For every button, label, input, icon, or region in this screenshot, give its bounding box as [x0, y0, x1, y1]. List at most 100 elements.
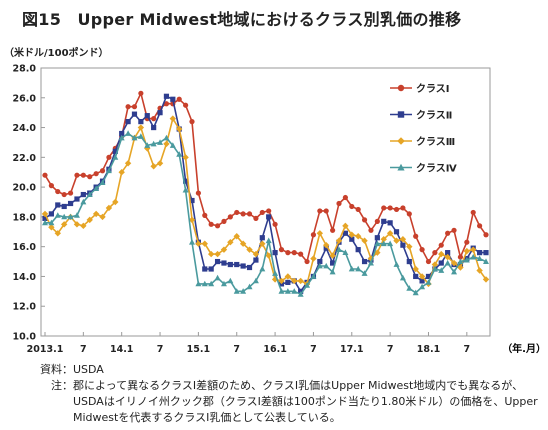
data-point: [438, 242, 444, 248]
data-point: [182, 154, 189, 161]
data-point: [86, 216, 93, 224]
data-point: [99, 168, 106, 174]
data-point: [234, 209, 240, 216]
data-point: [406, 211, 412, 217]
data-point: [418, 273, 426, 280]
data-point: [246, 264, 253, 271]
notes-block: 資料： USDA 注： 郡によって異なるクラスⅠ差額のため、クラスⅠ乳価はUpp…: [40, 362, 545, 426]
data-point: [400, 205, 406, 211]
data-point: [227, 214, 233, 220]
x-axis: 2013.1 7 14.1 7 15.1 7 16.1 7 17.1 7 18.1 7: [27, 332, 470, 355]
data-point: [413, 273, 419, 280]
x-tick-label: 14.1: [110, 344, 133, 355]
data-point: [163, 134, 170, 141]
data-point: [298, 251, 304, 257]
data-point: [221, 218, 227, 224]
data-point: [406, 243, 413, 250]
data-point: [342, 222, 349, 230]
data-point: [444, 259, 451, 266]
legend-label: クラスⅢ: [416, 136, 455, 148]
data-point: [399, 236, 407, 243]
data-point: [259, 209, 265, 216]
series-line: [44, 116, 487, 286]
data-point: [477, 223, 483, 229]
data-point: [406, 258, 412, 265]
data-point: [463, 256, 470, 263]
data-point: [86, 191, 93, 197]
data-point: [380, 236, 387, 243]
x-tick-label: 7: [387, 344, 394, 355]
data-point: [99, 213, 106, 221]
data-point: [386, 230, 394, 237]
data-point: [425, 258, 432, 265]
data-point: [316, 262, 323, 269]
data-point: [73, 221, 81, 228]
data-point: [156, 160, 164, 167]
data-point: [48, 183, 54, 189]
data-point: [374, 218, 380, 224]
data-point: [118, 169, 125, 176]
data-point: [317, 208, 323, 214]
data-point: [361, 237, 368, 244]
data-point: [380, 240, 387, 247]
data-point: [476, 255, 483, 261]
data-point: [450, 259, 458, 267]
data-point: [80, 172, 86, 178]
data-point: [188, 216, 196, 224]
data-point: [297, 291, 304, 297]
y-tick-label: 14.0: [13, 272, 37, 283]
data-point: [214, 250, 221, 258]
legend-label: クラスⅠ: [416, 83, 450, 95]
data-point: [131, 111, 138, 117]
data-point: [400, 242, 406, 248]
data-point: [381, 218, 387, 224]
data-point: [61, 203, 67, 210]
data-point: [61, 191, 67, 198]
data-point: [285, 250, 291, 256]
data-point: [67, 200, 74, 207]
data-point: [138, 119, 144, 125]
data-point: [445, 230, 451, 236]
data-point: [335, 237, 343, 244]
data-point: [80, 222, 87, 230]
data-point: [284, 288, 291, 294]
legend-label: クラスⅣ: [416, 163, 457, 175]
data-point: [208, 280, 215, 287]
data-point: [259, 265, 266, 272]
data-point: [220, 280, 227, 287]
data-point: [381, 205, 387, 211]
data-point: [163, 93, 170, 99]
data-point: [131, 134, 138, 141]
legend-label: クラスⅡ: [416, 110, 452, 122]
series-3: [41, 115, 490, 288]
x-tick-label: 2013.1: [27, 344, 64, 355]
data-point: [393, 206, 400, 213]
data-point: [304, 258, 310, 265]
data-point: [42, 215, 48, 221]
data-point: [259, 235, 265, 241]
data-point: [397, 84, 405, 92]
data-point: [483, 258, 489, 264]
data-point: [227, 261, 233, 268]
source-row: 資料： USDA: [40, 362, 545, 378]
data-point: [297, 277, 304, 285]
data-point: [464, 239, 470, 245]
data-point: [266, 214, 272, 220]
data-point: [291, 288, 298, 294]
data-point: [374, 240, 381, 247]
data-point: [112, 198, 119, 206]
data-point: [310, 273, 317, 279]
data-point: [105, 204, 113, 212]
y-axis: 10.0 12.0 14.0 16.0 18.0 20.0 22.0 24.0 26.0 28.0: [13, 64, 45, 343]
data-point: [278, 288, 285, 294]
data-point: [93, 171, 99, 177]
data-point: [336, 200, 342, 207]
data-point: [42, 219, 48, 226]
data-point: [176, 96, 182, 102]
x-tick-label: 17.1: [340, 344, 363, 355]
data-point: [355, 206, 361, 213]
data-point: [317, 258, 323, 265]
y-tick-label: 12.0: [13, 302, 37, 313]
chart-title: 図15 Upper Midwest地域におけるクラス別乳価の推移: [22, 10, 462, 29]
data-point: [349, 236, 355, 242]
